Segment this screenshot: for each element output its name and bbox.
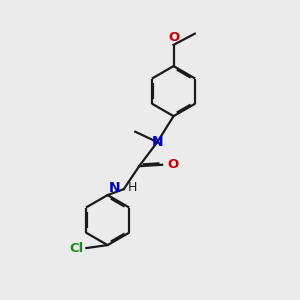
Text: O: O bbox=[168, 31, 179, 44]
Text: Cl: Cl bbox=[70, 242, 84, 254]
Text: H: H bbox=[127, 181, 137, 194]
Text: N: N bbox=[109, 181, 120, 195]
Text: O: O bbox=[167, 158, 178, 171]
Text: N: N bbox=[152, 135, 163, 149]
